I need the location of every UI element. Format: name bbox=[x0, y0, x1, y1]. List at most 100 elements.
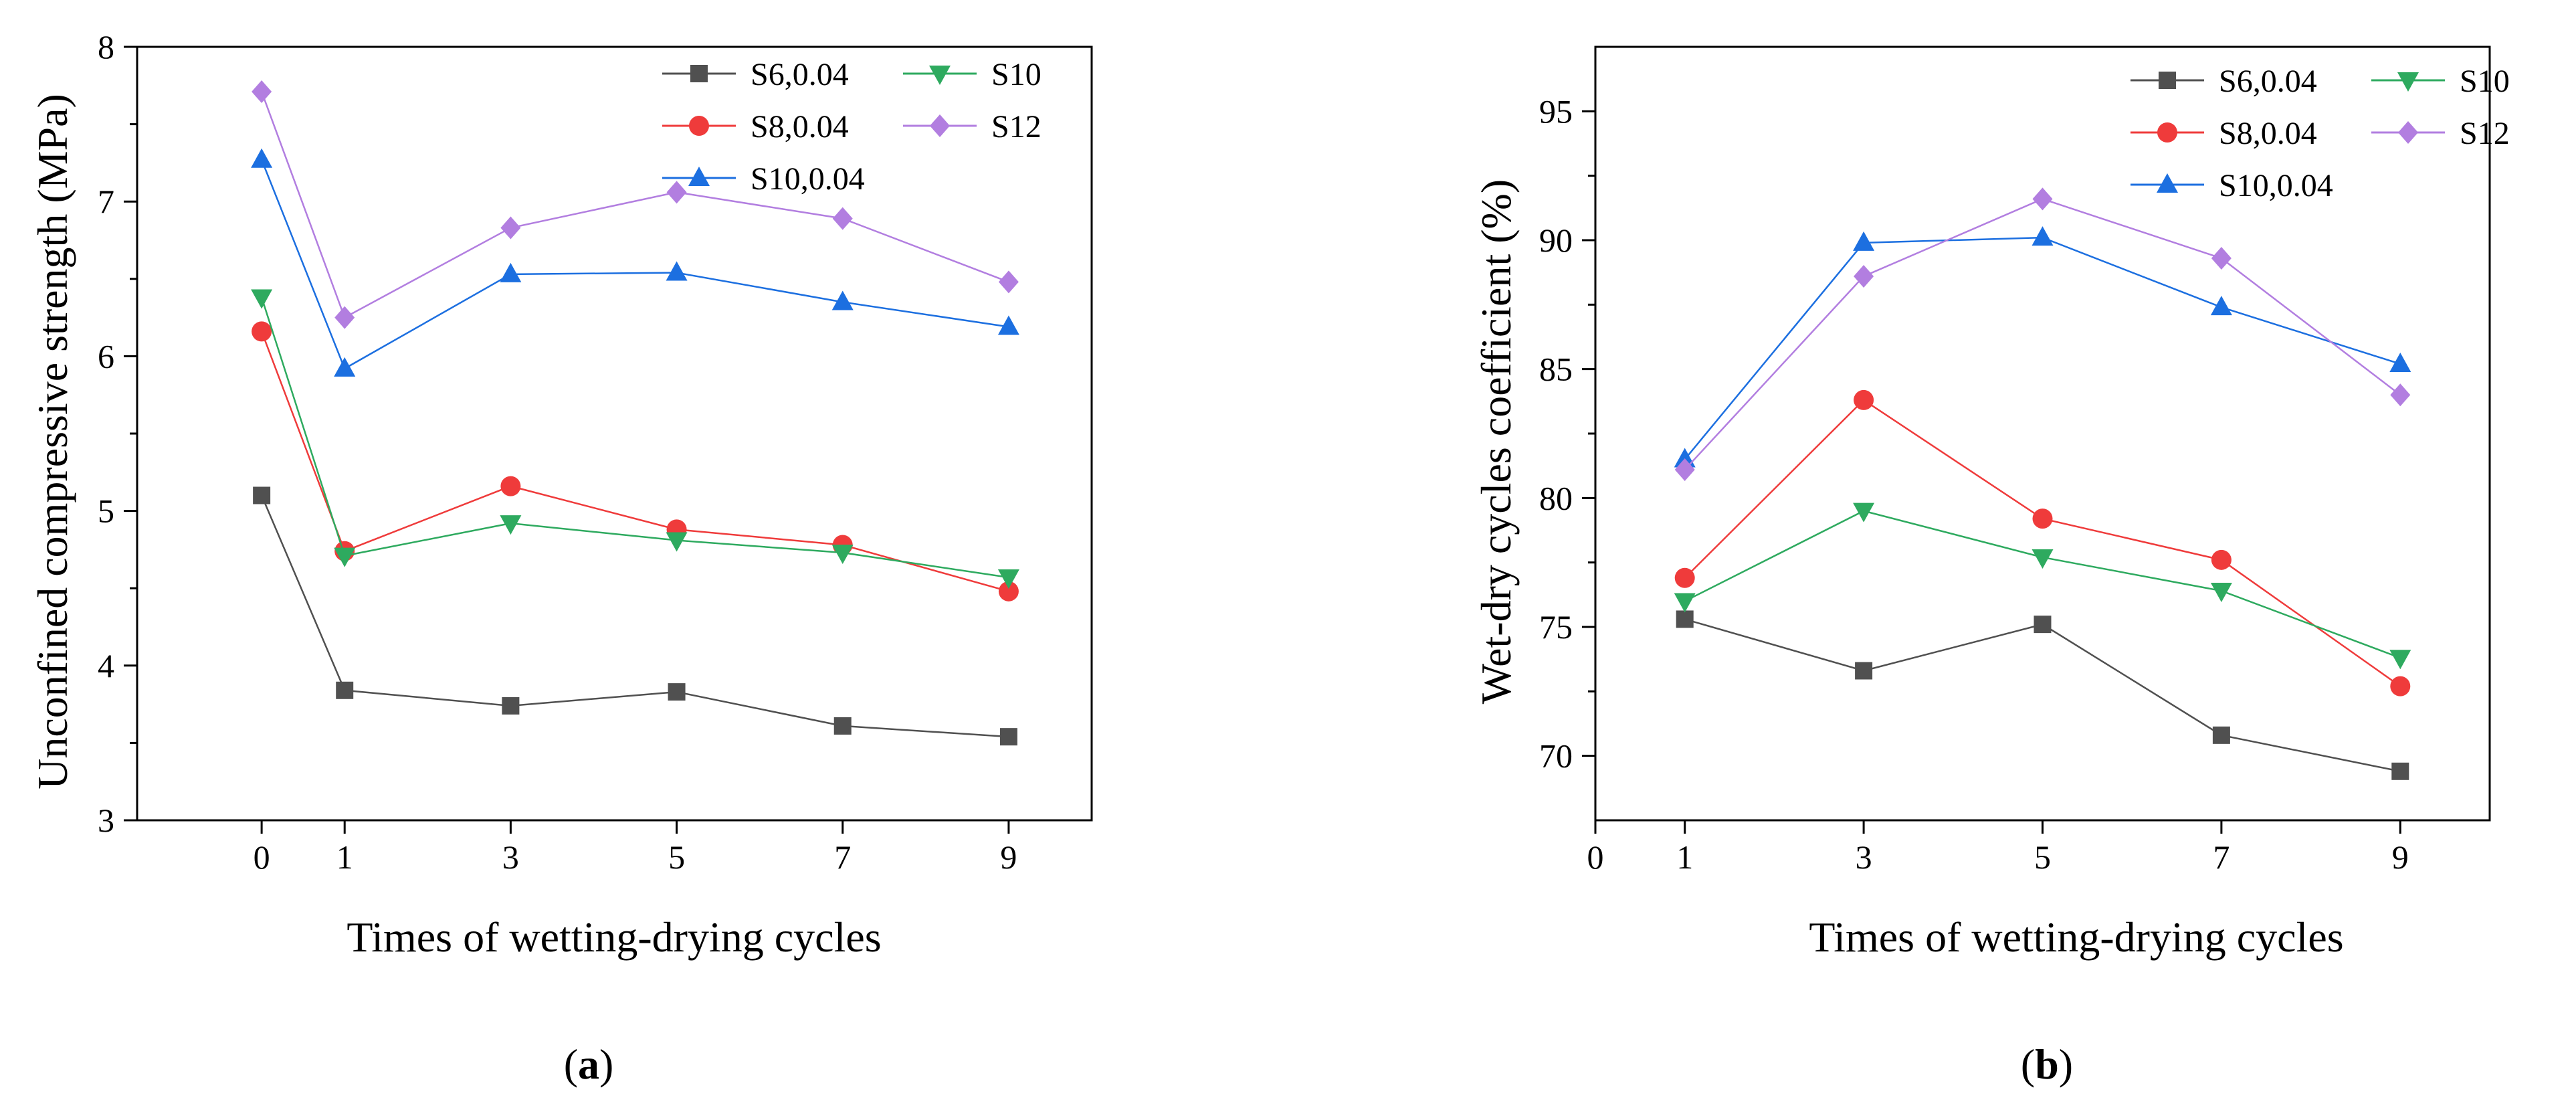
series-line bbox=[260, 494, 1009, 738]
legend-label: S10 bbox=[2460, 64, 2510, 99]
data-point bbox=[2210, 583, 2232, 603]
data-point bbox=[668, 683, 686, 701]
panel-a-series bbox=[251, 80, 1019, 746]
data-point bbox=[2389, 650, 2411, 670]
x-tick-label: 5 bbox=[668, 838, 685, 876]
y-tick-label: 3 bbox=[98, 802, 114, 839]
y-tick-label: 80 bbox=[1539, 479, 1573, 517]
panel-b-legend: S6,0.04 S8,0.04 S10,0.04 S10 S12 bbox=[2131, 64, 2510, 203]
series-line bbox=[1684, 510, 2401, 659]
y-tick-label: 75 bbox=[1539, 608, 1573, 646]
data-point bbox=[500, 476, 521, 496]
legend-marker bbox=[689, 116, 709, 136]
series-S6,0.04 bbox=[1676, 610, 2409, 780]
y-tick-label: 5 bbox=[98, 492, 114, 530]
x-tick-label: 1 bbox=[336, 838, 353, 876]
x-tick-label: 3 bbox=[1856, 838, 1872, 876]
legend-label: S8,0.04 bbox=[751, 109, 849, 145]
y-tick-label: 90 bbox=[1539, 221, 1573, 259]
series-S12 bbox=[252, 80, 1019, 329]
data-point bbox=[2390, 383, 2411, 407]
data-point bbox=[997, 569, 1019, 589]
series-S8,0.04 bbox=[1674, 389, 2411, 697]
data-point bbox=[252, 80, 272, 104]
data-point bbox=[2032, 187, 2053, 211]
data-point bbox=[832, 207, 853, 230]
data-point bbox=[2389, 352, 2411, 372]
data-point bbox=[500, 262, 522, 282]
data-point bbox=[831, 290, 854, 310]
legend-marker bbox=[929, 66, 951, 85]
data-point bbox=[334, 547, 356, 567]
data-point bbox=[1674, 448, 1696, 468]
data-point bbox=[997, 315, 1019, 335]
data-point bbox=[1853, 231, 1875, 251]
legend-label: S10 bbox=[991, 57, 1042, 92]
legend-item: S10 bbox=[903, 57, 1042, 92]
x-tick-label: 0 bbox=[254, 838, 270, 876]
panel-a-x-axis-title: Times of wetting-drying cycles bbox=[346, 913, 881, 961]
series-S12 bbox=[1674, 187, 2411, 481]
x-tick-label: 1 bbox=[1676, 838, 1693, 876]
legend-label: S8,0.04 bbox=[2219, 116, 2317, 151]
data-point bbox=[334, 306, 355, 329]
data-point bbox=[2032, 226, 2054, 246]
panel-a-legend: S6,0.04 S8,0.04 S10,0.04 S10 S12 bbox=[662, 57, 1042, 197]
x-tick-label: 7 bbox=[2213, 838, 2230, 876]
legend-marker bbox=[688, 167, 710, 186]
series-S8,0.04 bbox=[252, 321, 1019, 602]
x-tick-label: 0 bbox=[1587, 838, 1604, 876]
panel-b-y-axis-title: Wet-dry cycles coefficient (%) bbox=[1472, 179, 1520, 704]
data-point bbox=[1674, 567, 1695, 588]
x-tick-label: 9 bbox=[1000, 838, 1017, 876]
data-point bbox=[2210, 296, 2232, 316]
data-point bbox=[2390, 676, 2411, 697]
series-S10,0.04 bbox=[1674, 226, 2411, 468]
data-point bbox=[500, 515, 522, 535]
panel-a-ticks: 0 1 3 5 7 9 3 4 5 6 7 8 bbox=[98, 28, 1017, 876]
data-point bbox=[252, 321, 272, 342]
legend-item: S10,0.04 bbox=[662, 161, 865, 197]
data-point bbox=[998, 270, 1019, 294]
legend-marker bbox=[2397, 72, 2419, 92]
data-point bbox=[253, 486, 271, 504]
data-point bbox=[666, 261, 688, 281]
data-point bbox=[1674, 458, 1695, 481]
panel-b-chart: 0 1 3 5 7 9 70 75 80 85 90 95 S6,0.04 S8,0.04 S10,0.0… bbox=[1472, 45, 2510, 1088]
legend-marker bbox=[930, 114, 950, 137]
y-tick-label: 70 bbox=[1539, 737, 1573, 775]
panel-a-label: (a) bbox=[564, 1040, 614, 1088]
legend-marker bbox=[2159, 72, 2176, 89]
data-point bbox=[251, 148, 273, 168]
series-line bbox=[1684, 236, 2401, 460]
data-point bbox=[1674, 593, 1696, 613]
data-point bbox=[1854, 264, 1874, 288]
x-tick-label: 7 bbox=[834, 838, 851, 876]
legend-item: S10,0.04 bbox=[2131, 168, 2333, 203]
data-point bbox=[500, 216, 521, 240]
legend-label: S6,0.04 bbox=[2219, 64, 2317, 99]
legend-item: S6,0.04 bbox=[662, 57, 849, 92]
y-tick-label: 6 bbox=[98, 337, 114, 375]
legend-label: S12 bbox=[991, 109, 1042, 145]
legend-item: S12 bbox=[903, 109, 1042, 145]
data-point bbox=[2211, 246, 2232, 270]
legend-marker bbox=[2157, 122, 2177, 143]
data-point bbox=[336, 681, 354, 699]
legend-marker bbox=[2157, 173, 2178, 193]
legend-label: S10,0.04 bbox=[2219, 168, 2333, 203]
data-point bbox=[1853, 502, 1875, 523]
data-point bbox=[2212, 726, 2230, 744]
data-point bbox=[2034, 616, 2052, 634]
data-point bbox=[666, 532, 688, 552]
data-point bbox=[2391, 762, 2409, 780]
data-point bbox=[251, 289, 273, 309]
panel-b-series bbox=[1674, 187, 2411, 780]
data-point bbox=[831, 545, 854, 565]
data-point bbox=[999, 728, 1017, 746]
legend-label: S12 bbox=[2460, 116, 2510, 151]
series-S10 bbox=[1674, 502, 2411, 670]
x-tick-label: 3 bbox=[502, 838, 519, 876]
legend-label: S6,0.04 bbox=[751, 57, 849, 92]
